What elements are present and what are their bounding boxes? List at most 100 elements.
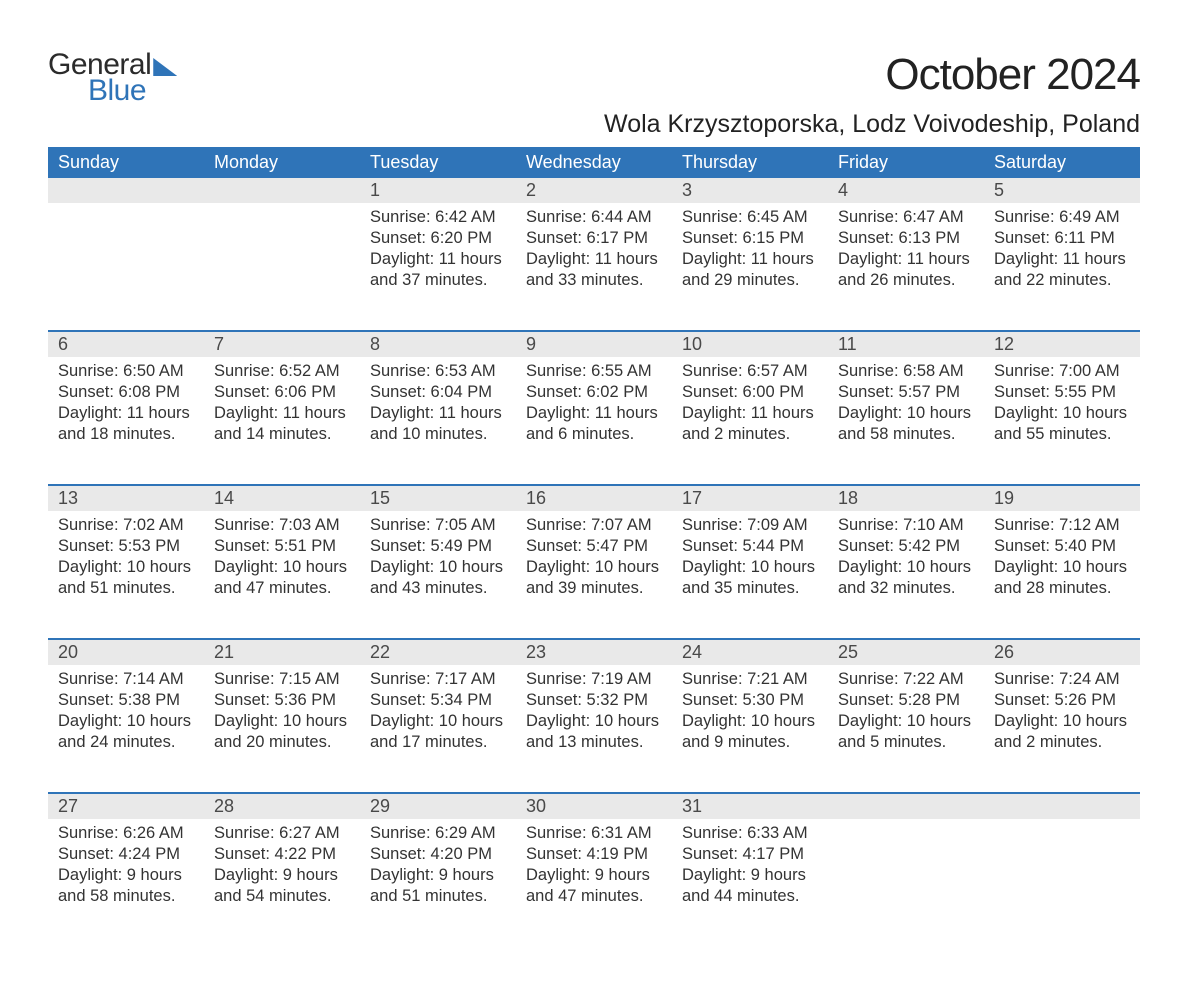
daylight-text-2: and 33 minutes. xyxy=(526,270,662,291)
day-cell: Sunrise: 6:29 AMSunset: 4:20 PMDaylight:… xyxy=(360,819,516,947)
sunrise-text: Sunrise: 7:14 AM xyxy=(58,669,194,690)
day-cell xyxy=(48,203,204,331)
daylight-text-2: and 17 minutes. xyxy=(370,732,506,753)
sunset-text: Sunset: 5:53 PM xyxy=(58,536,194,557)
day-number-cell: 9 xyxy=(516,331,672,357)
sunset-text: Sunset: 5:57 PM xyxy=(838,382,974,403)
daylight-text-2: and 58 minutes. xyxy=(58,886,194,907)
day-cell: Sunrise: 6:52 AMSunset: 6:06 PMDaylight:… xyxy=(204,357,360,485)
day-content: Sunrise: 6:44 AMSunset: 6:17 PMDaylight:… xyxy=(516,203,672,305)
day-content: Sunrise: 7:14 AMSunset: 5:38 PMDaylight:… xyxy=(48,665,204,767)
day-cell: Sunrise: 7:02 AMSunset: 5:53 PMDaylight:… xyxy=(48,511,204,639)
day-content: Sunrise: 6:27 AMSunset: 4:22 PMDaylight:… xyxy=(204,819,360,921)
day-number-cell: 16 xyxy=(516,485,672,511)
day-number-cell: 15 xyxy=(360,485,516,511)
day-content: Sunrise: 7:22 AMSunset: 5:28 PMDaylight:… xyxy=(828,665,984,767)
day-cell: Sunrise: 7:17 AMSunset: 5:34 PMDaylight:… xyxy=(360,665,516,793)
day-cell: Sunrise: 7:24 AMSunset: 5:26 PMDaylight:… xyxy=(984,665,1140,793)
sunset-text: Sunset: 5:44 PM xyxy=(682,536,818,557)
daylight-text-1: Daylight: 10 hours xyxy=(994,557,1130,578)
daylight-text-1: Daylight: 11 hours xyxy=(526,249,662,270)
day-cell: Sunrise: 7:14 AMSunset: 5:38 PMDaylight:… xyxy=(48,665,204,793)
daylight-text-1: Daylight: 10 hours xyxy=(214,711,350,732)
day-number-cell xyxy=(828,793,984,819)
sunrise-text: Sunrise: 6:26 AM xyxy=(58,823,194,844)
day-number-cell: 31 xyxy=(672,793,828,819)
daylight-text-1: Daylight: 9 hours xyxy=(214,865,350,886)
day-number-cell xyxy=(48,178,204,203)
day-content: Sunrise: 6:47 AMSunset: 6:13 PMDaylight:… xyxy=(828,203,984,305)
calendar-table: Sunday Monday Tuesday Wednesday Thursday… xyxy=(48,147,1140,947)
day-number-row: 2728293031 xyxy=(48,793,1140,819)
day-content: Sunrise: 7:24 AMSunset: 5:26 PMDaylight:… xyxy=(984,665,1140,767)
day-number-cell: 10 xyxy=(672,331,828,357)
daylight-text-2: and 58 minutes. xyxy=(838,424,974,445)
month-title: October 2024 xyxy=(604,50,1140,100)
title-block: October 2024 Wola Krzysztoporska, Lodz V… xyxy=(604,50,1140,139)
day-number-cell: 20 xyxy=(48,639,204,665)
sunrise-text: Sunrise: 6:29 AM xyxy=(370,823,506,844)
sunrise-text: Sunrise: 7:07 AM xyxy=(526,515,662,536)
sunset-text: Sunset: 5:34 PM xyxy=(370,690,506,711)
day-number-row: 12345 xyxy=(48,178,1140,203)
sunrise-text: Sunrise: 6:42 AM xyxy=(370,207,506,228)
day-number-cell: 5 xyxy=(984,178,1140,203)
day-cell: Sunrise: 7:12 AMSunset: 5:40 PMDaylight:… xyxy=(984,511,1140,639)
daylight-text-1: Daylight: 11 hours xyxy=(994,249,1130,270)
daylight-text-1: Daylight: 10 hours xyxy=(370,557,506,578)
daylight-text-2: and 22 minutes. xyxy=(994,270,1130,291)
daylight-text-1: Daylight: 10 hours xyxy=(994,403,1130,424)
sunrise-text: Sunrise: 7:21 AM xyxy=(682,669,818,690)
daylight-text-2: and 24 minutes. xyxy=(58,732,194,753)
day-number-cell: 8 xyxy=(360,331,516,357)
day-number-cell: 13 xyxy=(48,485,204,511)
sunset-text: Sunset: 4:22 PM xyxy=(214,844,350,865)
day-cell: Sunrise: 7:15 AMSunset: 5:36 PMDaylight:… xyxy=(204,665,360,793)
day-content: Sunrise: 7:12 AMSunset: 5:40 PMDaylight:… xyxy=(984,511,1140,613)
day-content: Sunrise: 6:26 AMSunset: 4:24 PMDaylight:… xyxy=(48,819,204,921)
sunset-text: Sunset: 5:36 PM xyxy=(214,690,350,711)
sunrise-text: Sunrise: 7:05 AM xyxy=(370,515,506,536)
day-cell: Sunrise: 7:22 AMSunset: 5:28 PMDaylight:… xyxy=(828,665,984,793)
day-number-cell: 12 xyxy=(984,331,1140,357)
day-number-cell: 17 xyxy=(672,485,828,511)
sunset-text: Sunset: 6:20 PM xyxy=(370,228,506,249)
day-header: Friday xyxy=(828,147,984,178)
day-content: Sunrise: 7:00 AMSunset: 5:55 PMDaylight:… xyxy=(984,357,1140,459)
sunrise-text: Sunrise: 6:44 AM xyxy=(526,207,662,228)
day-number-cell: 19 xyxy=(984,485,1140,511)
daylight-text-2: and 14 minutes. xyxy=(214,424,350,445)
sunrise-text: Sunrise: 7:15 AM xyxy=(214,669,350,690)
daylight-text-2: and 47 minutes. xyxy=(526,886,662,907)
day-cell: Sunrise: 6:42 AMSunset: 6:20 PMDaylight:… xyxy=(360,203,516,331)
sunrise-text: Sunrise: 6:52 AM xyxy=(214,361,350,382)
daylight-text-1: Daylight: 11 hours xyxy=(526,403,662,424)
day-cell: Sunrise: 6:58 AMSunset: 5:57 PMDaylight:… xyxy=(828,357,984,485)
day-content: Sunrise: 7:15 AMSunset: 5:36 PMDaylight:… xyxy=(204,665,360,767)
day-cell: Sunrise: 6:57 AMSunset: 6:00 PMDaylight:… xyxy=(672,357,828,485)
daylight-text-2: and 35 minutes. xyxy=(682,578,818,599)
daylight-text-1: Daylight: 9 hours xyxy=(682,865,818,886)
day-number-cell xyxy=(204,178,360,203)
day-cell: Sunrise: 7:10 AMSunset: 5:42 PMDaylight:… xyxy=(828,511,984,639)
day-header: Tuesday xyxy=(360,147,516,178)
daylight-text-1: Daylight: 9 hours xyxy=(58,865,194,886)
day-number-cell: 29 xyxy=(360,793,516,819)
sunrise-text: Sunrise: 7:00 AM xyxy=(994,361,1130,382)
day-number-cell: 28 xyxy=(204,793,360,819)
sunset-text: Sunset: 6:11 PM xyxy=(994,228,1130,249)
day-content-row: Sunrise: 6:50 AMSunset: 6:08 PMDaylight:… xyxy=(48,357,1140,485)
day-content-row: Sunrise: 7:02 AMSunset: 5:53 PMDaylight:… xyxy=(48,511,1140,639)
day-cell: Sunrise: 7:05 AMSunset: 5:49 PMDaylight:… xyxy=(360,511,516,639)
daylight-text-2: and 2 minutes. xyxy=(994,732,1130,753)
day-content: Sunrise: 6:52 AMSunset: 6:06 PMDaylight:… xyxy=(204,357,360,459)
daylight-text-1: Daylight: 10 hours xyxy=(526,557,662,578)
sunrise-text: Sunrise: 6:27 AM xyxy=(214,823,350,844)
day-header: Wednesday xyxy=(516,147,672,178)
day-content: Sunrise: 6:45 AMSunset: 6:15 PMDaylight:… xyxy=(672,203,828,305)
day-content-row: Sunrise: 7:14 AMSunset: 5:38 PMDaylight:… xyxy=(48,665,1140,793)
sunset-text: Sunset: 5:40 PM xyxy=(994,536,1130,557)
day-cell: Sunrise: 7:19 AMSunset: 5:32 PMDaylight:… xyxy=(516,665,672,793)
day-cell: Sunrise: 6:26 AMSunset: 4:24 PMDaylight:… xyxy=(48,819,204,947)
day-header: Monday xyxy=(204,147,360,178)
